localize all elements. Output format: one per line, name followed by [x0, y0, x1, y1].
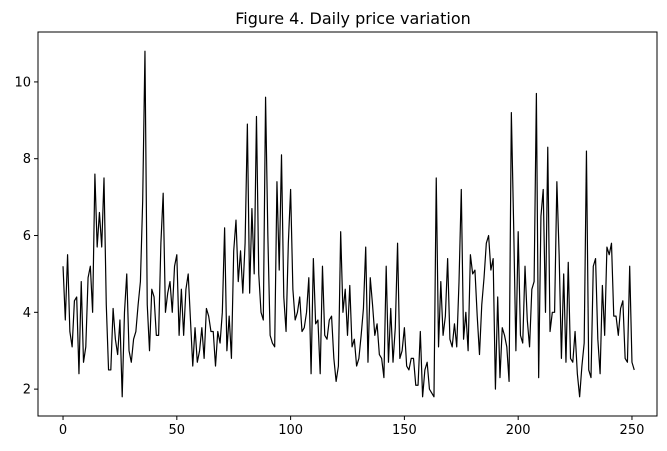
- plot-area: [62, 50, 635, 398]
- x-tick-label: 50: [169, 423, 186, 438]
- x-tick-label: 0: [59, 423, 67, 438]
- x-tick-label: 200: [506, 423, 531, 438]
- axes: 0 50 100 150 200 250 2 4 6 8 10: [14, 75, 644, 438]
- y-tick-label: 6: [23, 229, 31, 244]
- x-tick-label: 100: [278, 423, 303, 438]
- x-tick-label: 250: [620, 423, 645, 438]
- y-tick-label: 2: [23, 383, 31, 398]
- y-tick-label: 8: [23, 152, 31, 167]
- y-tick-label: 4: [23, 306, 31, 321]
- plot-frame: [37, 31, 658, 417]
- chart-title: Figure 4. Daily price variation: [235, 9, 471, 28]
- y-tick-label: 10: [14, 75, 31, 90]
- x-tick-label: 150: [392, 423, 417, 438]
- series-line-0: [62, 50, 635, 398]
